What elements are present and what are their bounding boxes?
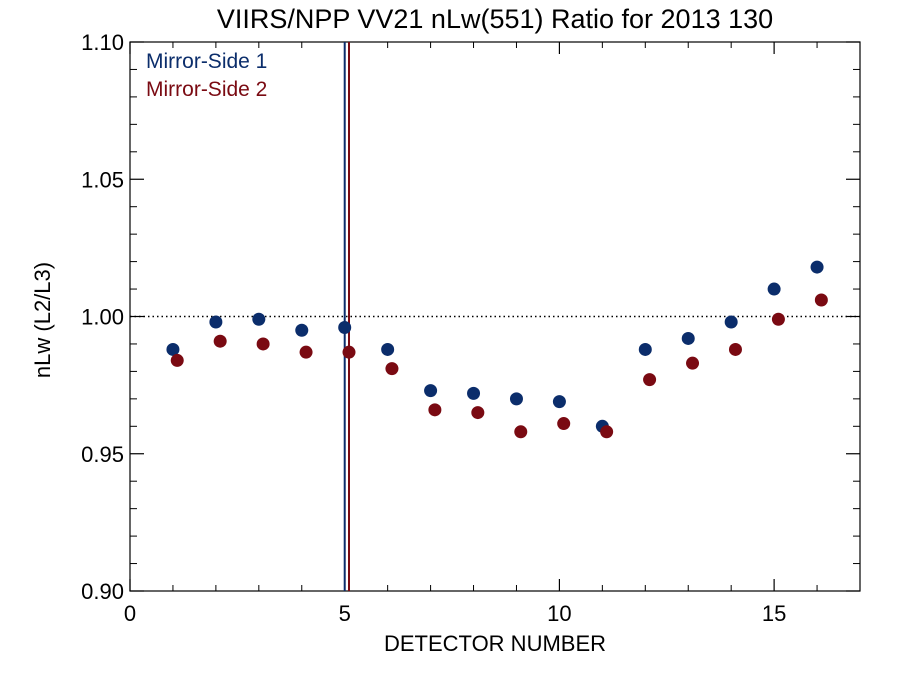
chart-title: VIIRS/NPP VV21 nLw(551) Ratio for 2013 1… — [217, 4, 773, 34]
data-point-series-2 — [557, 417, 571, 431]
data-point-series-1 — [467, 386, 481, 400]
data-point-series-1 — [767, 282, 781, 296]
data-point-series-1 — [552, 395, 566, 409]
data-point-series-2 — [385, 362, 399, 376]
data-point-series-2 — [471, 406, 485, 420]
data-point-series-2 — [600, 425, 614, 439]
data-point-series-1 — [209, 315, 223, 329]
data-point-series-1 — [810, 260, 824, 274]
data-point-series-2 — [342, 345, 356, 359]
data-point-series-2 — [428, 403, 442, 417]
data-point-series-1 — [724, 315, 738, 329]
y-axis-label: nLw (L2/L3) — [30, 262, 55, 378]
legend-entry: Mirror-Side 1 — [146, 50, 267, 73]
x-axis-label: DETECTOR NUMBER — [384, 631, 606, 656]
x-tick-label: 5 — [339, 601, 351, 626]
y-tick-label: 0.90 — [81, 579, 124, 604]
y-tick-label: 1.05 — [81, 167, 124, 192]
data-point-series-2 — [170, 353, 184, 367]
data-point-series-1 — [338, 320, 352, 334]
data-point-series-2 — [299, 345, 313, 359]
data-point-series-1 — [166, 342, 180, 356]
data-point-series-1 — [681, 331, 695, 345]
y-tick-label: 1.10 — [81, 30, 124, 55]
data-point-series-2 — [213, 334, 227, 348]
data-point-series-2 — [514, 425, 528, 439]
data-point-series-2 — [256, 337, 270, 351]
data-point-series-2 — [728, 342, 742, 356]
data-point-series-1 — [638, 342, 652, 356]
plot-area: 0 5 10 15 0.90 0.95 1.00 1.05 1.10 Mirror-Side 1 M… — [81, 30, 861, 626]
x-tick-label: 0 — [124, 601, 136, 626]
data-point-series-2 — [771, 312, 785, 326]
data-point-series-1 — [295, 323, 309, 337]
y-tick-label: 1.00 — [81, 305, 124, 330]
x-tick-label: 10 — [547, 601, 571, 626]
legend-entry: Mirror-Side 2 — [146, 78, 267, 101]
y-tick-label: 0.95 — [81, 442, 124, 467]
data-point-series-2 — [814, 293, 828, 307]
data-point-series-2 — [686, 356, 700, 370]
x-tick-label: 15 — [762, 601, 786, 626]
data-point-series-1 — [509, 392, 523, 406]
data-point-series-2 — [643, 373, 657, 387]
data-point-series-1 — [252, 312, 266, 326]
data-point-series-1 — [381, 342, 395, 356]
data-point-series-1 — [424, 384, 438, 398]
